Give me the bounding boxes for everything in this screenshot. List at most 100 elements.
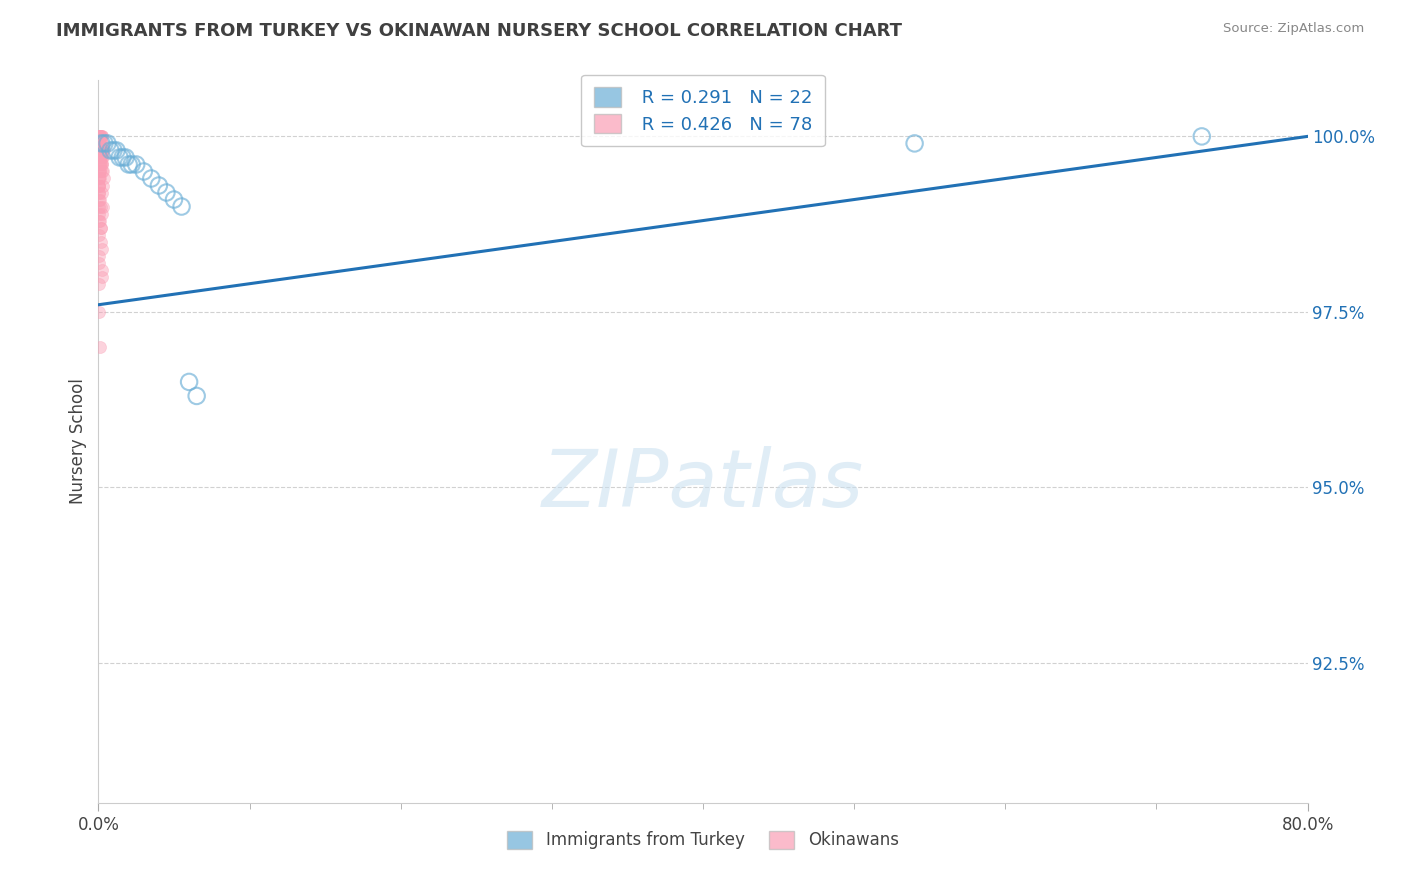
Point [89, 144, 111, 158]
Point [87, 144, 110, 158]
Point [91, 157, 114, 171]
Point [89, 157, 111, 171]
Point [89, 157, 111, 171]
Point [89, 129, 111, 144]
Point [87, 186, 110, 200]
Point [91, 206, 114, 220]
Point [89, 151, 111, 165]
Point [904, 136, 927, 151]
Point [90, 235, 112, 249]
Point [89, 305, 111, 319]
Point [91, 200, 114, 214]
Point [179, 375, 201, 389]
Point [125, 157, 148, 171]
Point [90, 144, 112, 158]
Point [87, 136, 110, 151]
Point [89, 136, 111, 151]
Point [87, 136, 110, 151]
Point [170, 200, 193, 214]
Point [89, 171, 111, 186]
Point [96, 136, 118, 151]
Point [91, 164, 114, 178]
Point [87, 178, 110, 193]
Point [103, 144, 125, 158]
Point [91, 178, 114, 193]
Point [87, 249, 110, 263]
Point [87, 206, 110, 220]
Point [89, 144, 111, 158]
Point [111, 151, 134, 165]
Point [87, 277, 110, 291]
Point [87, 129, 110, 144]
Point [90, 186, 112, 200]
Point [87, 144, 110, 158]
Point [89, 157, 111, 171]
Point [89, 151, 111, 165]
Text: IMMIGRANTS FROM TURKEY VS OKINAWAN NURSERY SCHOOL CORRELATION CHART: IMMIGRANTS FROM TURKEY VS OKINAWAN NURSE… [56, 22, 903, 40]
Point [141, 171, 163, 186]
Point [132, 164, 155, 178]
Point [118, 157, 141, 171]
Point [163, 193, 186, 207]
Point [114, 151, 136, 165]
Point [90, 157, 112, 171]
Point [87, 164, 110, 178]
Point [91, 144, 114, 158]
Point [90, 242, 112, 256]
Point [89, 213, 111, 227]
Point [100, 144, 122, 158]
Point [89, 171, 111, 186]
Point [108, 151, 131, 165]
Point [90, 220, 112, 235]
Point [87, 193, 110, 207]
Point [89, 213, 111, 227]
Point [90, 200, 112, 214]
Point [90, 262, 112, 277]
Point [91, 144, 114, 158]
Point [87, 129, 110, 144]
Point [91, 151, 114, 165]
Point [87, 186, 110, 200]
Point [87, 136, 110, 151]
Point [148, 178, 170, 193]
Point [90, 136, 112, 151]
Point [105, 144, 128, 158]
Point [87, 136, 110, 151]
Point [87, 129, 110, 144]
Point [90, 129, 112, 144]
Point [121, 157, 143, 171]
Point [186, 389, 208, 403]
Point [90, 157, 112, 171]
Point [90, 151, 112, 165]
Point [87, 178, 110, 193]
Point [91, 164, 114, 178]
Point [89, 164, 111, 178]
Point [87, 227, 110, 242]
Point [89, 129, 111, 144]
Point [93, 144, 115, 158]
Point [89, 136, 111, 151]
Point [87, 255, 110, 269]
Y-axis label: Nursery School: Nursery School [69, 378, 87, 505]
Point [91, 151, 114, 165]
Point [89, 129, 111, 144]
Point [89, 129, 111, 144]
Point [90, 136, 112, 151]
Point [87, 136, 110, 151]
Point [89, 193, 111, 207]
Point [89, 200, 111, 214]
Legend: Immigrants from Turkey, Okinawans: Immigrants from Turkey, Okinawans [498, 821, 908, 860]
Point [89, 164, 111, 178]
Point [90, 136, 112, 151]
Point [93, 171, 115, 186]
Point [1191, 129, 1213, 144]
Point [89, 151, 111, 165]
Point [90, 269, 112, 284]
Point [89, 129, 111, 144]
Point [155, 186, 177, 200]
Point [90, 220, 112, 235]
Point [87, 171, 110, 186]
Point [89, 340, 111, 354]
Point [93, 136, 115, 151]
Point [87, 178, 110, 193]
